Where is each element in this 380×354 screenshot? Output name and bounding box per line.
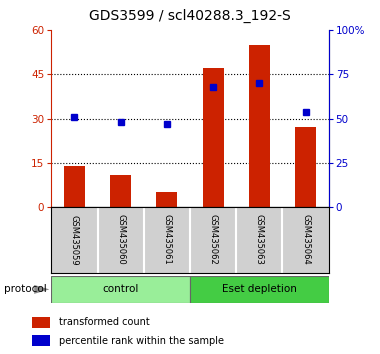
Bar (51, 276, 190, 303)
Text: percentile rank within the sample: percentile rank within the sample (59, 336, 224, 346)
Text: GSM435059: GSM435059 (70, 215, 79, 265)
Text: GSM435064: GSM435064 (301, 215, 310, 265)
Bar (295, 127, 316, 207)
Text: GDS3599 / scl40288.3_192-S: GDS3599 / scl40288.3_192-S (89, 9, 291, 23)
Text: transformed count: transformed count (59, 318, 150, 327)
Text: protocol: protocol (4, 284, 46, 295)
Bar (64, 166, 85, 207)
Text: Eset depletion: Eset depletion (222, 284, 297, 295)
Bar (110, 175, 131, 207)
Text: GSM435062: GSM435062 (209, 215, 218, 265)
Bar (190, 276, 329, 303)
Text: GSM435061: GSM435061 (162, 215, 171, 265)
Polygon shape (34, 285, 49, 294)
Bar (32, 335, 50, 346)
Bar (32, 317, 50, 328)
Text: GSM435060: GSM435060 (116, 215, 125, 265)
Bar (203, 68, 223, 207)
Bar (157, 192, 177, 207)
Bar (249, 45, 270, 207)
Text: control: control (103, 284, 139, 295)
Text: GSM435063: GSM435063 (255, 215, 264, 265)
